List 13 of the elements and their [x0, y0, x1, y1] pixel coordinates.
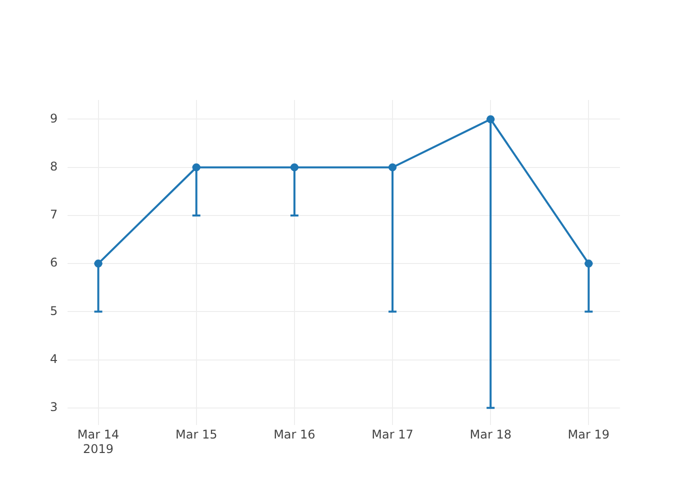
x-tick-label: Mar 17: [372, 428, 414, 442]
x-tick-label: Mar 18: [470, 428, 512, 442]
y-tick-label: 9: [50, 111, 58, 126]
x-tick-label: Mar 16: [274, 428, 316, 442]
y-tick-label: 8: [50, 159, 58, 174]
y-tick-label: 6: [50, 256, 58, 270]
y-tick-label: 3: [50, 400, 58, 414]
x-tick-label: Mar 14 2019: [77, 428, 120, 456]
x-tick-label: Mar 15: [175, 428, 218, 442]
y-tick-label: 4: [50, 352, 58, 366]
x-tick-label: Mar 19: [568, 428, 610, 442]
y-tick-label: 7: [50, 208, 58, 222]
y-tick-label: 5: [50, 304, 58, 318]
